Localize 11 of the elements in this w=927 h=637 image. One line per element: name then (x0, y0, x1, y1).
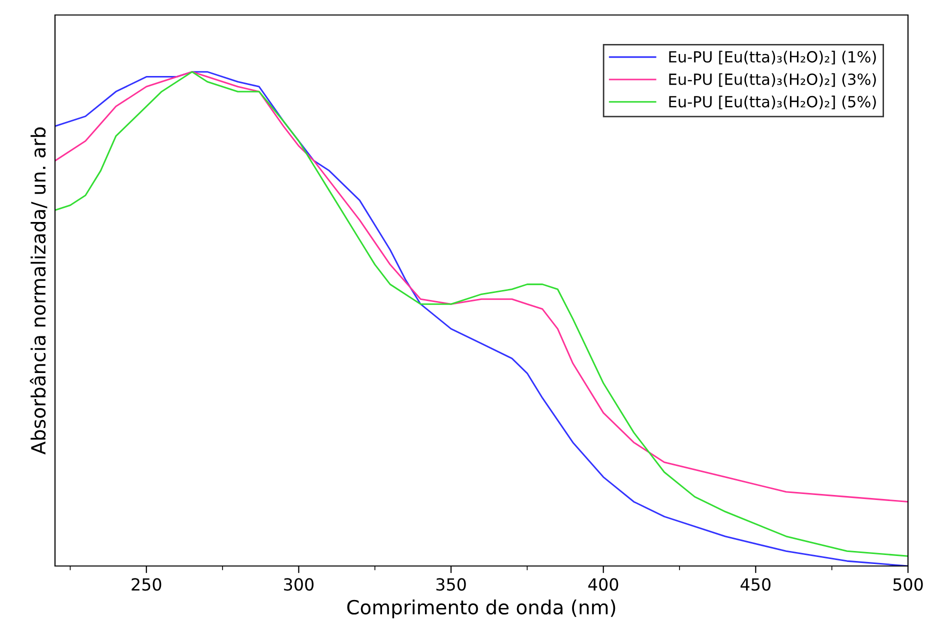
x-tick-label: 250 (132, 578, 162, 591)
legend-label: Eu-PU [Eu(tta)₃(H₂O)₂] (5%) (669, 96, 876, 110)
x-tick-label: 400 (588, 578, 618, 591)
x-tick-label: 300 (284, 578, 314, 591)
legend-label: Eu-PU [Eu(tta)₃(H₂O)₂] (3%) (669, 73, 876, 87)
x-tick-label: 350 (436, 578, 466, 591)
x-axis-title: Comprimento de onda (nm) (347, 599, 616, 618)
legend-label: Eu-PU [Eu(tta)₃(H₂O)₂] (1%) (669, 50, 876, 64)
x-tick-label: 450 (740, 578, 770, 591)
x-tick-label: 500 (893, 578, 923, 591)
y-axis-title: Absorbância normalizada/ un. arb (30, 127, 48, 455)
